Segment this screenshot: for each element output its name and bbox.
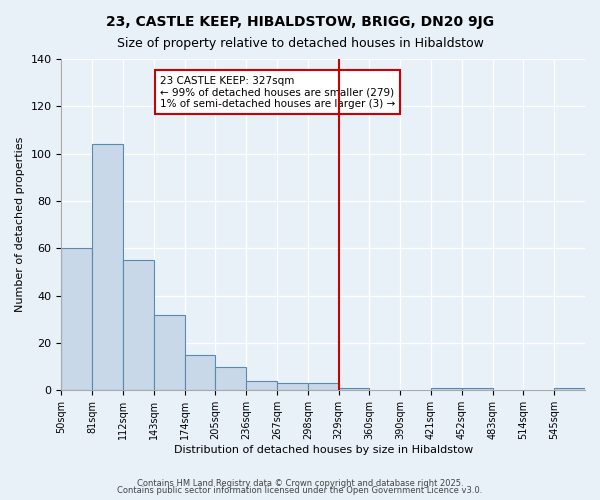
Bar [123,260,154,390]
Bar [554,388,585,390]
Bar [215,366,246,390]
Text: Contains public sector information licensed under the Open Government Licence v3: Contains public sector information licen… [118,486,482,495]
Text: 23 CASTLE KEEP: 327sqm
← 99% of detached houses are smaller (279)
1% of semi-det: 23 CASTLE KEEP: 327sqm ← 99% of detached… [160,76,395,109]
Text: 23, CASTLE KEEP, HIBALDSTOW, BRIGG, DN20 9JG: 23, CASTLE KEEP, HIBALDSTOW, BRIGG, DN20… [106,15,494,29]
Bar [185,355,215,390]
Bar [246,381,277,390]
Bar [61,248,92,390]
Bar [154,314,185,390]
Bar [338,388,370,390]
Bar [277,383,308,390]
Bar [308,383,338,390]
Text: Contains HM Land Registry data © Crown copyright and database right 2025.: Contains HM Land Registry data © Crown c… [137,478,463,488]
X-axis label: Distribution of detached houses by size in Hibaldstow: Distribution of detached houses by size … [173,445,473,455]
Text: Size of property relative to detached houses in Hibaldstow: Size of property relative to detached ho… [116,38,484,51]
Bar [92,144,123,390]
Bar [462,388,493,390]
Y-axis label: Number of detached properties: Number of detached properties [15,137,25,312]
Bar [431,388,462,390]
